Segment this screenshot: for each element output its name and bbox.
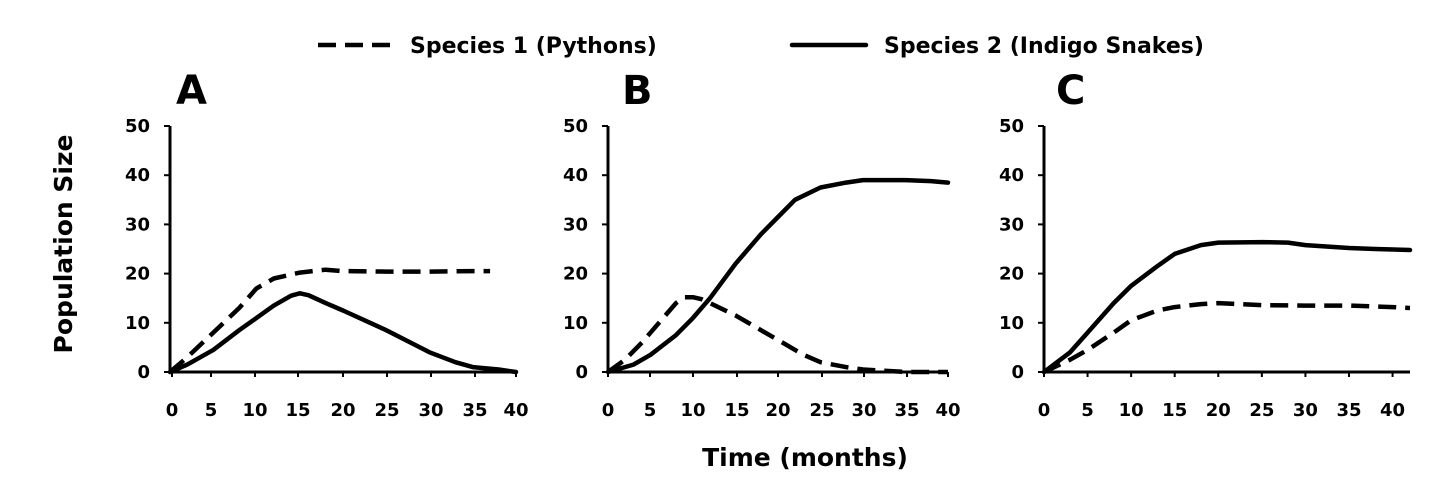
x-axis-title: Time (months) — [702, 443, 908, 472]
y-axis-title: Population Size — [49, 135, 78, 354]
y-tick-label: 20 — [563, 264, 588, 285]
x-tick-label: 35 — [894, 400, 919, 421]
y-tick-label: 0 — [137, 362, 150, 383]
x-tick-label: 15 — [724, 400, 749, 421]
panel-c: C 0 10 20 30 40 50 0 5 10 15 20 25 30 35 40 — [999, 68, 1413, 421]
y-tick-label: 50 — [563, 116, 588, 137]
panel-c-plot: 0 10 20 30 40 50 0 5 10 15 20 25 30 35 40 — [999, 116, 1413, 421]
x-tick-label: 0 — [1038, 400, 1051, 421]
y-tick-label: 0 — [575, 362, 588, 383]
panel-a: A 0 10 20 30 40 50 0 5 10 15 20 25 30 35 40 — [125, 68, 529, 421]
y-tick-label: 30 — [125, 214, 150, 235]
panel-b-species1-pythons-line — [606, 294, 948, 375]
y-tick-label: 10 — [125, 313, 150, 334]
y-tick-label: 40 — [999, 165, 1024, 186]
x-tick-label: 25 — [374, 400, 399, 421]
x-tick-label: 5 — [205, 400, 218, 421]
x-tick-label: 30 — [851, 400, 876, 421]
x-tick-label: 35 — [462, 400, 487, 421]
panel-b-plot: 0 10 20 30 40 50 0 5 10 15 20 25 30 35 40 — [563, 116, 961, 421]
x-tick-label: 25 — [1249, 400, 1274, 421]
x-tick-label: 0 — [602, 400, 615, 421]
panel-b-species2-indigo-snakes-line — [605, 177, 951, 375]
panel-b-letter: B — [622, 68, 653, 114]
x-tick-label: 40 — [503, 400, 528, 421]
panel-a-plot: 0 10 20 30 40 50 0 5 10 15 20 25 30 35 40 — [125, 116, 529, 421]
y-tick-label: 30 — [999, 214, 1024, 235]
panel-b: B 0 10 20 30 40 50 0 5 10 15 20 25 30 35 40 — [563, 68, 961, 421]
x-tick-label: 10 — [242, 400, 267, 421]
x-tick-label: 10 — [1119, 400, 1144, 421]
x-tick-label: 35 — [1336, 400, 1361, 421]
x-tick-label: 30 — [1293, 400, 1318, 421]
y-tick-label: 40 — [563, 165, 588, 186]
y-tick-label: 20 — [999, 264, 1024, 285]
y-tick-label: 50 — [125, 116, 150, 137]
x-tick-label: 25 — [809, 400, 834, 421]
x-tick-label: 30 — [418, 400, 443, 421]
panel-c-species2-indigo-snakes-line — [1041, 239, 1413, 375]
legend-species1-label: Species 1 (Pythons) — [410, 34, 657, 59]
y-tick-label: 20 — [125, 264, 150, 285]
x-tick-label: 15 — [285, 400, 310, 421]
y-tick-label: 10 — [999, 313, 1024, 334]
x-tick-label: 40 — [935, 400, 960, 421]
panel-c-species1-pythons-line — [1043, 300, 1411, 375]
x-tick-label: 20 — [765, 400, 790, 421]
x-tick-label: 15 — [1162, 400, 1187, 421]
legend-species2-label: Species 2 (Indigo Snakes) — [884, 34, 1204, 59]
x-tick-label: 10 — [680, 400, 705, 421]
x-tick-label: 0 — [166, 400, 179, 421]
y-tick-label: 0 — [1011, 362, 1024, 383]
legend: Species 1 (Pythons) Species 2 (Indigo Sn… — [318, 34, 1204, 59]
y-tick-label: 10 — [563, 313, 588, 334]
x-tick-label: 20 — [1206, 400, 1231, 421]
y-tick-label: 50 — [999, 116, 1024, 137]
x-tick-label: 5 — [644, 400, 657, 421]
panel-a-species2-indigo-snakes-line — [167, 291, 519, 375]
panel-c-letter: C — [1056, 68, 1085, 114]
x-tick-label: 20 — [330, 400, 355, 421]
x-tick-label: 40 — [1380, 400, 1405, 421]
y-tick-label: 40 — [125, 165, 150, 186]
panel-a-species1-pythons-line — [168, 267, 491, 374]
x-tick-label: 5 — [1081, 400, 1094, 421]
y-tick-label: 30 — [563, 214, 588, 235]
panel-a-letter: A — [176, 68, 207, 114]
